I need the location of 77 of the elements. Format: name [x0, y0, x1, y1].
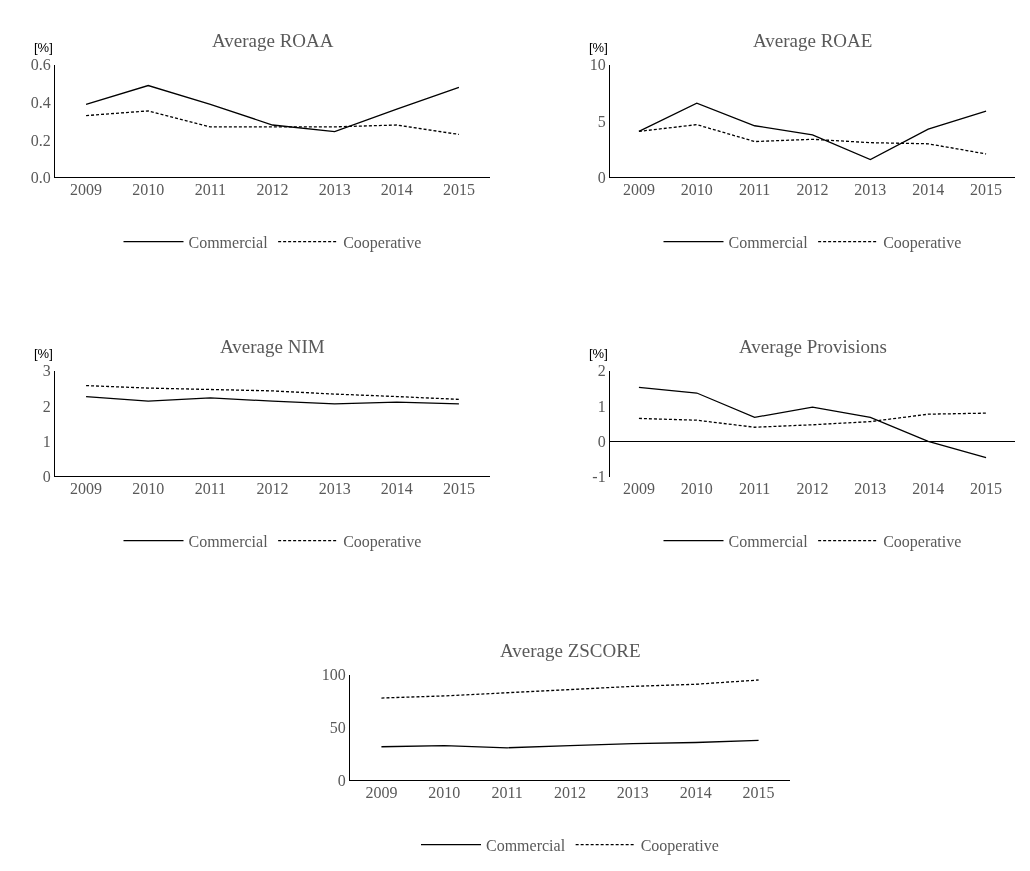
chart-title: Average ROAA [212, 30, 334, 51]
x-tick-label: 2014 [380, 180, 413, 198]
x-tick-label: 2014 [912, 180, 945, 198]
y-tick-label: 0.6 [30, 56, 51, 74]
x-tick-label: 2009 [622, 479, 655, 497]
chart-title: Average ROAE [753, 30, 873, 51]
x-tick-label: 2010 [428, 783, 461, 801]
x-tick-label: 2014 [380, 479, 413, 497]
x-tick-label: 2013 [318, 479, 351, 497]
legend-label: Cooperative [883, 532, 962, 551]
x-tick-label: 2011 [491, 783, 523, 801]
legend-label: Cooperative [640, 836, 719, 855]
chart-title: Average Provisions [739, 336, 887, 357]
y-axis-title: [%] [589, 346, 608, 361]
y-tick-label: 3 [42, 362, 51, 380]
x-tick-label: 2011 [738, 479, 771, 497]
chart-title: Average ZSCORE [500, 640, 641, 661]
y-axis-title: [%] [589, 40, 608, 55]
y-tick-label: -1 [592, 468, 606, 486]
x-tick-label: 2015 [442, 479, 475, 497]
legend-label: Commercial [728, 233, 809, 251]
x-tick-label: 2013 [616, 783, 649, 801]
x-tick-label: 2013 [854, 479, 887, 497]
line-series [380, 679, 760, 699]
y-tick-label: 2 [42, 397, 51, 415]
x-tick-label: 2010 [132, 479, 165, 497]
x-tick-label: 2011 [194, 180, 227, 198]
y-tick-label: 1 [42, 432, 51, 450]
legend-label: Commercial [188, 233, 269, 251]
y-tick-label: 0 [42, 468, 51, 486]
y-tick-label: 50 [329, 719, 346, 737]
x-tick-label: 2009 [70, 180, 103, 198]
y-tick-label: 0 [597, 432, 606, 450]
x-tick-label: 2010 [680, 180, 713, 198]
x-tick-label: 2012 [796, 180, 829, 198]
y-axis-title: [%] [34, 40, 53, 55]
x-tick-label: 2010 [132, 180, 165, 198]
x-tick-label: 2013 [318, 180, 351, 198]
legend-label: Cooperative [343, 532, 422, 551]
x-tick-label: 2010 [680, 479, 713, 497]
x-tick-label: 2011 [194, 479, 227, 497]
line-series [85, 395, 460, 405]
x-tick-label: 2015 [970, 479, 1003, 497]
y-tick-label: 100 [321, 666, 346, 684]
y-tick-label: 0.2 [30, 131, 51, 149]
x-tick-label: 2012 [256, 479, 289, 497]
y-axis-title: [%] [34, 346, 53, 361]
x-tick-label: 2012 [554, 783, 586, 801]
line-series [85, 384, 460, 401]
legend-label: Commercial [188, 532, 269, 550]
y-tick-label: 5 [597, 112, 606, 130]
y-tick-label: 0 [337, 772, 346, 790]
line-series [85, 84, 460, 133]
y-tick-label: 2 [597, 362, 606, 380]
x-tick-label: 2015 [442, 180, 475, 198]
y-tick-label: 0.4 [30, 94, 51, 112]
y-tick-label: 10 [589, 56, 606, 74]
line-series [380, 739, 760, 749]
legend-label: Cooperative [883, 233, 962, 252]
x-tick-label: 2015 [742, 783, 775, 801]
y-tick-label: 0 [597, 169, 606, 187]
legend-label: Commercial [486, 836, 566, 854]
x-tick-label: 2012 [256, 180, 289, 198]
y-tick-label: 0.0 [30, 169, 51, 187]
x-tick-label: 2011 [738, 180, 771, 198]
x-tick-label: 2014 [679, 783, 712, 801]
x-tick-label: 2012 [796, 479, 829, 497]
x-tick-label: 2009 [365, 783, 398, 801]
y-tick-label: 1 [597, 397, 606, 415]
legend-label: Commercial [728, 532, 809, 550]
x-tick-label: 2013 [854, 180, 887, 198]
x-tick-label: 2009 [70, 479, 103, 497]
x-tick-label: 2015 [970, 180, 1003, 198]
chart-title: Average NIM [220, 336, 325, 357]
x-tick-label: 2014 [912, 479, 945, 497]
x-tick-label: 2009 [622, 180, 655, 198]
legend-label: Cooperative [343, 233, 422, 252]
